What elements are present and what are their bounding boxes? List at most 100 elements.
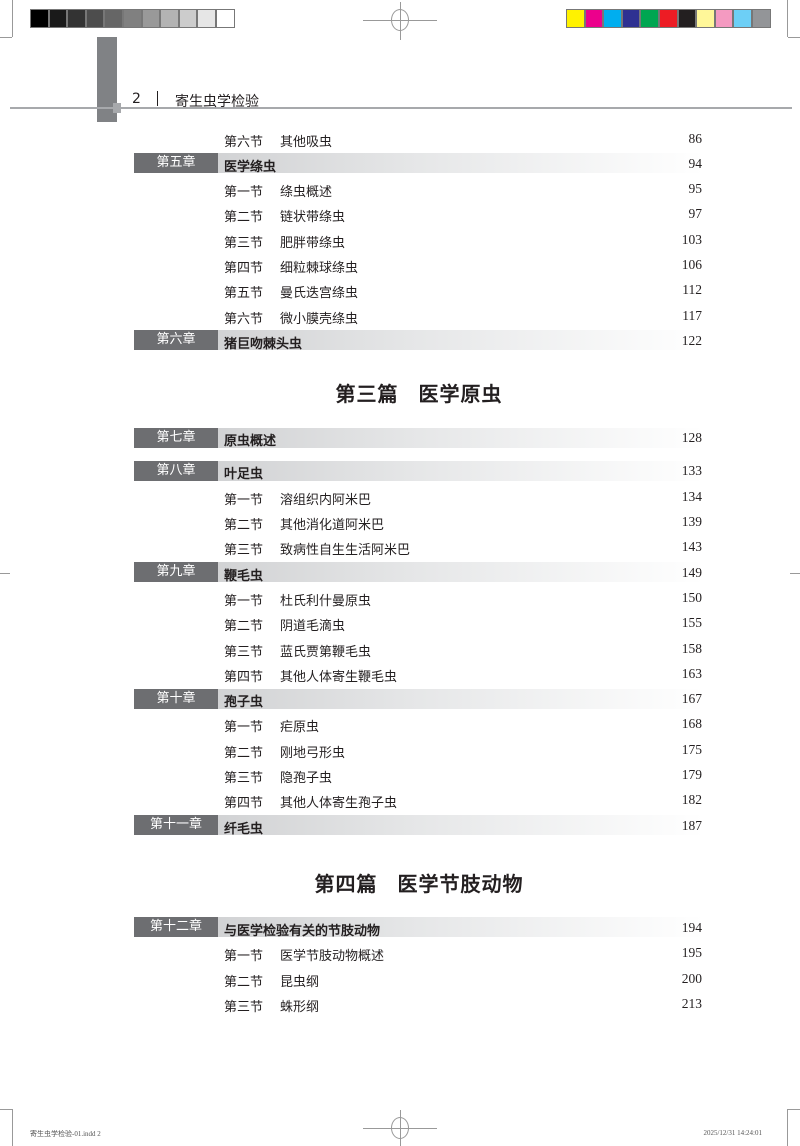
grayscale-swatch [141,9,161,28]
chapter-label: 第十二章 [134,917,218,938]
toc-section-entry[interactable]: 第二节 阴道毛滴虫 155 [134,610,704,635]
section-title: 曼氏迭宫绦虫 [280,286,359,302]
page-number: 106 [681,256,702,272]
toc-section-entry[interactable]: 第四节 其他人体寄生鞭毛虫 163 [134,661,704,686]
page-number: 187 [681,817,702,833]
toc-section-entry[interactable]: 第二节 其他消化道阿米巴 139 [134,509,704,534]
page-number: 97 [688,206,703,222]
toc-section-entry[interactable]: 第二节 刚地弓形虫 175 [134,737,704,762]
section-title: 溶组织内阿米巴 [280,492,372,508]
page-number: 155 [681,615,702,631]
toc-chapter-entry[interactable]: 第十二章 与医学检验有关的节肢动物 194 [134,915,704,940]
section-title: 蓝氏贾第鞭毛虫 [280,644,372,660]
section-label: 第六节 [224,134,264,150]
toc-section-entry[interactable]: 第二节 昆虫纲 200 [134,966,704,991]
page-number: 150 [681,589,702,605]
color-swatch [640,9,659,28]
part-heading: 第三篇 医学原虫 [134,353,704,425]
chapter-title: 纤毛虫 [224,821,264,837]
chapter-label: 第十章 [134,688,218,709]
toc-chapter-entry[interactable]: 第五章 医学绦虫 94 [134,151,704,176]
chapter-title: 与医学检验有关的节肢动物 [224,923,381,939]
section-label: 第四节 [224,260,264,276]
header-rule [10,107,792,109]
part-title: 第四篇 医学节肢动物 [314,871,524,896]
color-swatch [584,9,604,28]
chapter-bar [134,460,704,481]
toc-section-entry[interactable]: 第四节 其他人体寄生孢子虫 182 [134,787,704,812]
toc-section-entry[interactable]: 第六节 微小膜壳绦虫 117 [134,303,704,328]
crop-mark [788,1109,800,1110]
page-number: 128 [681,430,702,446]
chapter-bar [134,688,704,709]
toc-section-entry[interactable]: 第三节 隐孢子虫 179 [134,762,704,787]
page-number: 117 [682,307,702,323]
section-label: 第一节 [224,949,264,965]
toc-section-entry[interactable]: 第一节 杜氏利什曼原虫 150 [134,585,704,610]
color-swatch [659,9,678,28]
page-number: 167 [681,691,702,707]
toc-chapter-entry[interactable]: 第十一章 纤毛虫 187 [134,813,704,838]
grayscale-swatch [85,9,105,28]
crop-mark [12,0,13,37]
page-number: 112 [682,282,702,298]
part-heading: 第四篇 医学节肢动物 [134,838,704,915]
page-number: 195 [681,945,702,961]
toc-section-entry[interactable]: 第四节 细粒棘球绦虫 106 [134,252,704,277]
toc-chapter-entry[interactable]: 第九章 鞭毛虫 149 [134,560,704,585]
section-title: 其他消化道阿米巴 [280,518,385,534]
toc-section-entry[interactable]: 第六节 其他吸虫 86 [134,126,704,151]
chapter-bar [134,562,704,583]
page-number: 200 [681,970,702,986]
header-book-title: 寄生虫学检验 [175,94,259,110]
toc-chapter-entry[interactable]: 第十章 孢子虫 167 [134,686,704,711]
footer-timestamp: 2025/12/31 14:24:01 [703,1129,762,1137]
chapter-title: 医学绦虫 [224,159,277,175]
table-of-contents: 第六节 其他吸虫 86 第五章 医学绦虫 94 第一节 绦虫概述 95 第二节 链状带绦虫 97 第三节… [134,126,704,1017]
section-label: 第一节 [224,720,264,736]
toc-section-entry[interactable]: 第三节 肥胖带绦虫 103 [134,227,704,252]
toc-section-entry[interactable]: 第三节 蓝氏贾第鞭毛虫 158 [134,636,704,661]
toc-chapter-entry[interactable]: 第七章 原虫概述 128 [134,425,704,450]
toc-section-entry[interactable]: 第一节 溶组织内阿米巴 134 [134,484,704,509]
registration-mark-circle [391,1117,409,1139]
grayscale-swatch [160,9,179,28]
toc-section-entry[interactable]: 第一节 医学节肢动物概述 195 [134,940,704,965]
toc-section-entry[interactable]: 第五节 曼氏迭宫绦虫 112 [134,277,704,302]
part-title: 第三篇 医学原虫 [335,382,503,407]
chapter-bar [134,330,704,351]
section-title: 蛛形纲 [280,999,320,1015]
toc-chapter-entry[interactable]: 第八章 叶足虫 133 [134,458,704,483]
toc-section-entry[interactable]: 第三节 蛛形纲 213 [134,991,704,1016]
section-title: 肥胖带绦虫 [280,235,346,251]
chapter-label: 第六章 [134,330,218,351]
crop-mark [788,37,800,38]
section-title: 隐孢子虫 [280,771,333,787]
chapter-bar [134,815,704,836]
section-label: 第一节 [224,492,264,508]
page-number: 213 [681,995,702,1011]
toc-section-entry[interactable]: 第三节 致病性自生生活阿米巴 143 [134,534,704,559]
section-title: 杜氏利什曼原虫 [280,593,372,609]
grayscale-swatch [67,9,86,28]
chapter-label: 第七章 [134,427,218,448]
chapter-title: 猪巨吻棘头虫 [224,336,303,352]
toc-section-entry[interactable]: 第一节 疟原虫 168 [134,711,704,736]
page-number: 95 [688,181,703,197]
toc-section-entry[interactable]: 第一节 绦虫概述 95 [134,176,704,201]
section-label: 第二节 [224,619,264,635]
page-number: 122 [681,332,702,348]
section-title: 其他吸虫 [280,134,333,150]
section-title: 微小膜壳绦虫 [280,311,359,327]
chapter-title: 原虫概述 [224,434,277,450]
grayscale-swatch [30,9,49,28]
crop-mark [790,573,800,574]
grayscale-swatch [104,9,123,28]
toc-section-entry[interactable]: 第二节 链状带绦虫 97 [134,201,704,226]
chapter-label: 第十一章 [134,815,218,836]
section-title: 刚地弓形虫 [280,745,346,761]
section-title: 致病性自生生活阿米巴 [280,543,411,559]
toc-chapter-entry[interactable]: 第六章 猪巨吻棘头虫 122 [134,328,704,353]
page-number: 158 [681,640,702,656]
page-number: 103 [681,231,702,247]
